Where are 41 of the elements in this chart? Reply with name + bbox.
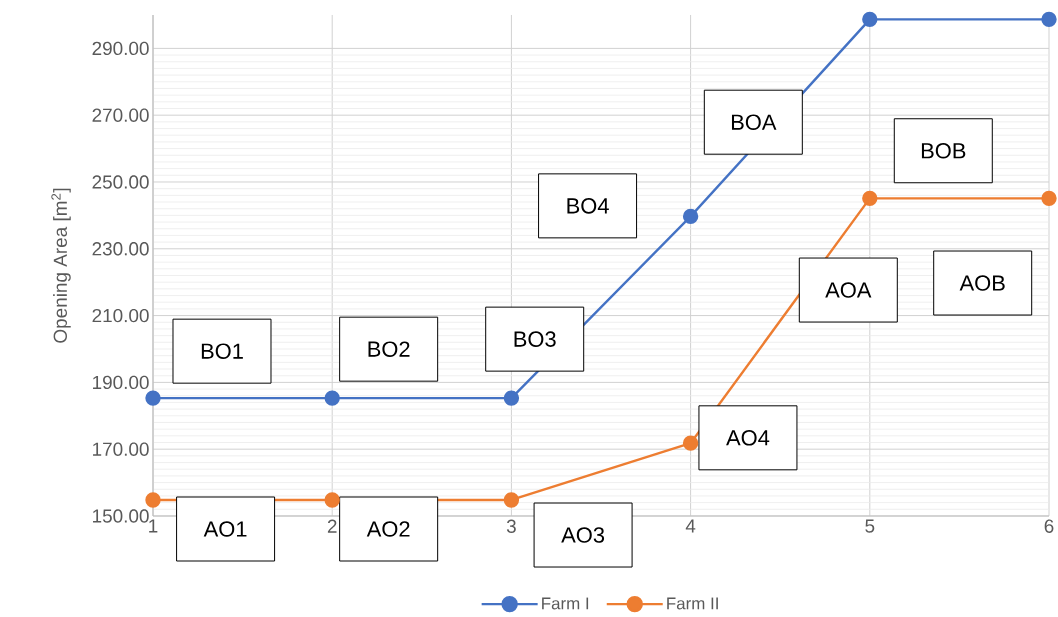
y-tick-label: 230.00 xyxy=(92,242,149,256)
point xyxy=(324,390,340,406)
point xyxy=(1041,190,1057,207)
y-axis-title: Opening Area [m$^{2}$] xyxy=(51,188,71,343)
point xyxy=(503,492,520,508)
y-tick-label: 290.00 xyxy=(92,41,149,56)
legend-label: Farm II xyxy=(667,597,718,610)
annotation: BO1 xyxy=(201,343,243,359)
x-tick-label: 2 xyxy=(327,519,337,533)
y-tick-label: 270.00 xyxy=(92,108,149,122)
x-tick-label: 6 xyxy=(1044,519,1054,533)
legend-label: Farm I xyxy=(542,597,589,610)
annotation: BO3 xyxy=(514,331,556,347)
y-tick-label: 210.00 xyxy=(92,308,149,323)
point xyxy=(145,390,161,406)
point xyxy=(324,492,340,508)
point xyxy=(145,492,161,508)
point xyxy=(862,11,878,28)
x-tick-label: 5 xyxy=(865,519,875,533)
annotation: BOB xyxy=(921,142,966,159)
point xyxy=(503,390,520,406)
annotation: AOB xyxy=(959,275,1005,291)
y-tick-label: 150.00 xyxy=(93,509,149,523)
text: AO1 xyxy=(203,521,247,537)
annotation: AO4 xyxy=(726,430,770,446)
text: AO2 xyxy=(366,521,410,537)
text: AO3 xyxy=(561,527,605,543)
annotation: BO2 xyxy=(368,341,410,357)
point xyxy=(682,435,699,451)
y-tick-label: 250.00 xyxy=(92,175,149,189)
annotation: BO4 xyxy=(567,198,609,214)
y-tick-label: 170.00 xyxy=(93,442,149,456)
x-tick-label: 3 xyxy=(506,519,516,533)
x-tick-label: 1 xyxy=(149,519,158,533)
annotation: BOA xyxy=(731,114,777,130)
point xyxy=(682,208,699,225)
y-tick-label: 190.00 xyxy=(93,375,149,390)
annotation: AOA xyxy=(825,282,872,298)
point xyxy=(1041,11,1057,28)
point xyxy=(862,190,878,207)
x-tick-label: 4 xyxy=(685,519,696,533)
